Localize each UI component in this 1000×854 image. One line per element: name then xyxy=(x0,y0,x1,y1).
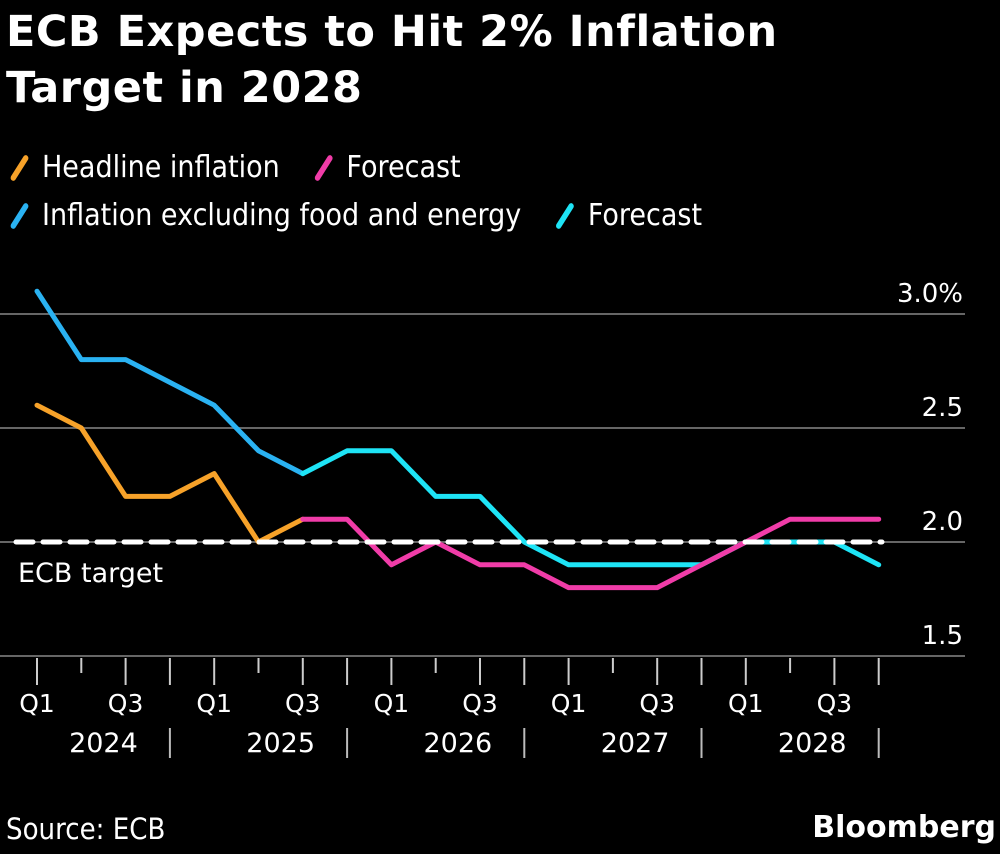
x-tick-label: Q1 xyxy=(196,689,232,718)
title-line-1: ECB Expects to Hit 2% Inflation xyxy=(6,7,778,57)
x-year-label: 2028 xyxy=(778,728,847,759)
legend-label-headline: Headline inflation xyxy=(42,150,280,185)
y-tick-label: 2.5 xyxy=(922,393,963,423)
series-line-3 xyxy=(300,448,882,568)
x-tick-label: Q1 xyxy=(728,689,764,718)
series-line-0 xyxy=(34,402,306,545)
x-year-label: 2024 xyxy=(69,728,138,759)
legend-label-core-forecast: Forecast xyxy=(587,198,703,233)
source-note: Source: ECB xyxy=(6,812,166,846)
legend-label-core: Inflation excluding food and energy xyxy=(42,198,522,233)
chart-title: ECB Expects to Hit 2% Inflation Target i… xyxy=(6,4,778,116)
x-tick-label: Q1 xyxy=(551,689,587,718)
series-line-2 xyxy=(34,288,306,477)
series-line-1 xyxy=(300,516,882,591)
x-tick-label: Q1 xyxy=(19,689,55,718)
legend-row-2: Inflation excluding food and energy Fore… xyxy=(6,198,702,233)
x-year-label: 2025 xyxy=(246,728,315,759)
x-tick-label: Q3 xyxy=(817,689,853,718)
y-tick-label: 3.0% xyxy=(897,279,963,309)
ecb-target-label: ECB target xyxy=(18,558,163,589)
legend-label-headline-forecast: Forecast xyxy=(346,150,461,185)
bloomberg-logo: Bloomberg xyxy=(812,810,996,845)
x-tick-label: Q3 xyxy=(285,689,321,718)
y-tick-label: 2.0 xyxy=(922,507,963,537)
legend-row-1: Headline inflation Forecast xyxy=(6,150,461,185)
x-tick-label: Q3 xyxy=(108,689,144,718)
y-tick-label: 1.5 xyxy=(922,621,963,651)
x-year-label: 2026 xyxy=(423,728,492,759)
title-line-2: Target in 2028 xyxy=(6,63,363,113)
x-tick-label: Q1 xyxy=(374,689,410,718)
x-year-label: 2027 xyxy=(601,728,670,759)
x-tick-label: Q3 xyxy=(639,689,675,718)
x-tick-label: Q3 xyxy=(462,689,498,718)
